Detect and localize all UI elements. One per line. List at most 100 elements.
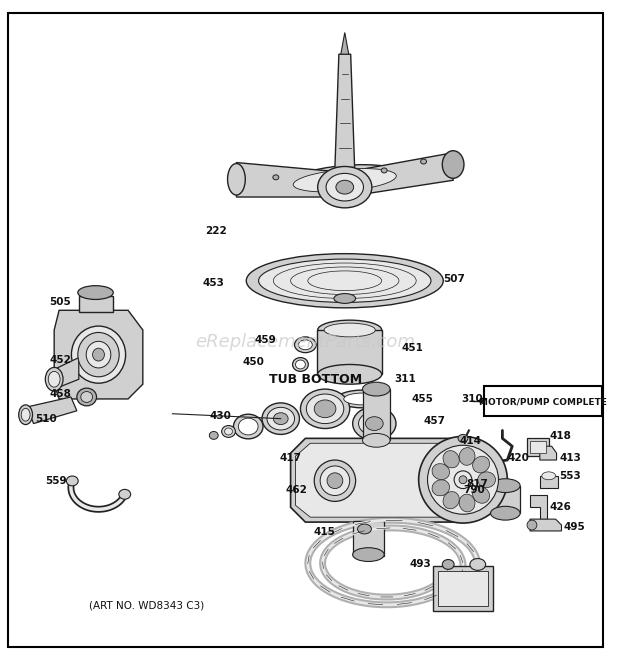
Polygon shape [540,446,557,460]
Ellipse shape [542,472,556,480]
Text: TUB BOTTOM: TUB BOTTOM [269,373,363,385]
Text: 414: 414 [459,436,481,446]
Ellipse shape [228,164,246,195]
Text: 505: 505 [49,298,71,308]
Ellipse shape [334,294,356,304]
Ellipse shape [45,368,63,391]
Ellipse shape [224,428,232,435]
Polygon shape [345,152,453,197]
Ellipse shape [301,389,350,428]
Ellipse shape [442,150,464,178]
Polygon shape [27,397,77,424]
Ellipse shape [234,414,263,439]
Ellipse shape [381,168,387,173]
Ellipse shape [527,520,537,530]
FancyBboxPatch shape [484,386,602,416]
Ellipse shape [432,463,450,480]
Ellipse shape [293,358,308,372]
Text: 413: 413 [559,453,582,463]
Ellipse shape [221,426,236,438]
Text: 417: 417 [280,453,301,463]
Polygon shape [335,54,355,168]
Text: 507: 507 [443,274,465,284]
Text: 310: 310 [461,394,483,404]
Bar [363,389,390,440]
Bar [530,442,546,453]
Text: MOTOR/PUMP COMPLETE: MOTOR/PUMP COMPLETE [479,397,607,407]
Text: 455: 455 [412,394,433,404]
Ellipse shape [21,409,30,421]
Ellipse shape [459,494,475,512]
Ellipse shape [296,360,306,369]
Ellipse shape [306,394,343,424]
Text: 817: 817 [467,478,489,488]
Ellipse shape [81,391,92,403]
Text: 415: 415 [313,527,335,537]
Text: 495: 495 [564,522,585,532]
Ellipse shape [317,320,382,340]
Text: 452: 452 [49,354,71,364]
Ellipse shape [238,418,258,435]
Ellipse shape [286,165,404,196]
Ellipse shape [327,473,343,488]
Ellipse shape [259,259,431,302]
Ellipse shape [459,476,467,484]
Text: 510: 510 [35,414,57,424]
Text: 311: 311 [394,374,416,384]
Polygon shape [530,496,547,519]
Ellipse shape [77,388,97,406]
Polygon shape [79,296,113,312]
Ellipse shape [490,506,520,520]
Ellipse shape [353,548,384,562]
Text: 222: 222 [205,226,226,236]
Ellipse shape [343,393,381,405]
Polygon shape [54,310,143,399]
Polygon shape [530,519,562,531]
Ellipse shape [92,348,104,361]
Ellipse shape [458,434,468,442]
Text: 453: 453 [203,278,224,288]
Polygon shape [296,444,468,517]
Ellipse shape [326,174,363,201]
Ellipse shape [472,486,490,503]
Text: 420: 420 [507,453,529,463]
Ellipse shape [478,472,495,488]
Ellipse shape [443,451,459,468]
Ellipse shape [443,492,459,509]
Ellipse shape [353,407,396,440]
Ellipse shape [317,364,382,384]
Text: eReplacementParts.com: eReplacementParts.com [195,333,415,351]
Ellipse shape [293,168,396,192]
Bar [433,566,492,610]
Ellipse shape [472,456,490,473]
Text: (ART NO. WD8343 C3): (ART NO. WD8343 C3) [89,601,204,610]
Bar [540,476,557,488]
Text: 426: 426 [550,502,572,512]
Ellipse shape [428,446,498,514]
Ellipse shape [470,558,485,570]
Ellipse shape [459,447,475,465]
Ellipse shape [314,400,336,418]
Ellipse shape [365,416,383,430]
Ellipse shape [78,286,113,300]
Ellipse shape [19,405,32,424]
Ellipse shape [337,390,388,408]
Ellipse shape [432,480,450,496]
Bar [527,438,549,456]
Polygon shape [291,438,473,522]
Ellipse shape [66,476,78,486]
Ellipse shape [324,323,375,337]
Ellipse shape [119,489,131,499]
Ellipse shape [294,337,316,352]
Ellipse shape [317,166,372,208]
Text: 450: 450 [242,356,264,366]
Ellipse shape [298,340,312,350]
Ellipse shape [363,382,390,396]
Ellipse shape [336,180,353,194]
Ellipse shape [71,326,126,383]
Ellipse shape [273,412,288,424]
Ellipse shape [418,436,507,523]
Ellipse shape [320,466,350,496]
Ellipse shape [358,524,371,534]
Ellipse shape [78,333,119,377]
